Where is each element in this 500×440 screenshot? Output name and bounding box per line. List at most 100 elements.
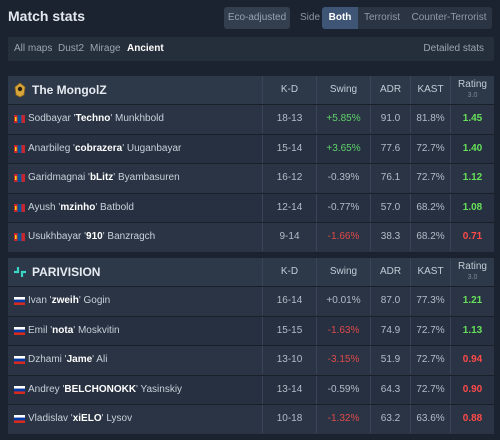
- player-first-name: Usukhbayar ': [28, 231, 87, 243]
- player-first-name: Emil ': [28, 324, 53, 336]
- page-title: Match stats: [8, 8, 86, 24]
- player-last-name: ' Ali: [92, 354, 108, 366]
- rating-value: 0.88: [450, 405, 494, 434]
- rating-value: 0.71: [450, 223, 494, 252]
- team-header: PARIVISION K-D Swing ADR KAST Rating 3.0: [8, 258, 494, 286]
- player-last-name: ' Banzragch: [102, 231, 156, 243]
- adr-value: 51.9: [370, 346, 410, 375]
- adr-value: 38.3: [370, 223, 410, 252]
- player-row[interactable]: Garidmagnai 'bLitz' Byambasuren 16-12 -0.3…: [8, 163, 494, 193]
- team-name[interactable]: The MongolZ: [32, 83, 107, 97]
- player-row[interactable]: Usukhbayar '910' Banzragch 9-14 -1.66% 38.3…: [8, 222, 494, 252]
- player-nickname: 910: [86, 231, 103, 243]
- player-name[interactable]: Anarbileg 'cobrazera' Uuganbayar: [28, 143, 181, 154]
- kd-value: 16-14: [262, 287, 316, 315]
- side-label: Side: [300, 12, 321, 23]
- map-selector: All maps Dust2 Mirage Ancient Detailed s…: [8, 37, 494, 61]
- player-name[interactable]: Garidmagnai 'bLitz' Byambasuren: [28, 172, 180, 183]
- kd-value: 13-10: [262, 346, 316, 375]
- map-tab-all[interactable]: All maps: [14, 43, 53, 54]
- swing-value: -1.63%: [316, 316, 370, 345]
- kd-column-header[interactable]: K-D: [262, 258, 316, 286]
- player-name[interactable]: Vladislav 'xiELO' Lysov: [28, 413, 132, 424]
- swing-column-header[interactable]: Swing: [316, 258, 370, 286]
- team-table-1: The MongolZ K-D Swing ADR KAST Rating 3.0 Sodba…: [8, 76, 494, 252]
- swing-value: -3.15%: [316, 346, 370, 375]
- kd-value: 16-12: [262, 164, 316, 193]
- side-option-both[interactable]: Both: [322, 7, 358, 29]
- rating-value: 1.21: [450, 287, 494, 315]
- kast-column-header[interactable]: KAST: [410, 258, 450, 286]
- map-tab-dust2[interactable]: Dust2: [58, 43, 85, 54]
- kast-value: 72.7%: [410, 316, 450, 345]
- player-row[interactable]: Emil 'nota' Moskvitin 15-15 -1.63% 74.9 72.7…: [8, 315, 494, 346]
- player-nickname: zweih: [51, 295, 79, 306]
- swing-value: -0.39%: [316, 164, 370, 193]
- player-last-name: ' Lysov: [101, 413, 133, 425]
- player-name[interactable]: Usukhbayar '910' Banzragch: [28, 231, 155, 242]
- kast-value: 81.8%: [410, 105, 450, 133]
- player-name[interactable]: Ivan 'zweih' Gogin: [28, 295, 110, 306]
- map-tab-ancient[interactable]: Ancient: [127, 43, 164, 54]
- rating-column-header[interactable]: Rating 3.0: [450, 76, 494, 104]
- player-row[interactable]: Ayush 'mzinho' Batbold 12-14 -0.77% 57.0 68.…: [8, 192, 494, 223]
- kast-value: 63.6%: [410, 405, 450, 434]
- player-first-name: Dzhami ': [28, 354, 67, 366]
- player-row[interactable]: Sodbayar 'Techno' Munkhbold 18-13 +5.85% 91…: [8, 104, 494, 134]
- player-row[interactable]: Dzhami 'Jame' Ali 13-10 -3.15% 51.9 72.7% 0.9…: [8, 345, 494, 375]
- player-name[interactable]: Sodbayar 'Techno' Munkhbold: [28, 113, 164, 124]
- rating-label: Rating: [458, 261, 487, 272]
- player-nickname: cobrazera: [74, 142, 123, 154]
- eco-adjusted-toggle[interactable]: Eco-adjusted: [224, 7, 290, 29]
- player-row[interactable]: Ivan 'zweih' Gogin 16-14 +0.01% 87.0 77.3% 1.…: [8, 286, 494, 316]
- kast-value: 72.7%: [410, 346, 450, 375]
- swing-value: -1.32%: [316, 405, 370, 434]
- rating-value: 1.12: [450, 164, 494, 193]
- swing-value: -0.77%: [316, 193, 370, 222]
- player-row[interactable]: Andrey 'BELCHONOKK' Yasinskiy 13-14 -0.59%…: [8, 374, 494, 405]
- player-nickname: Jame: [66, 354, 93, 366]
- kd-column-header[interactable]: K-D: [262, 76, 316, 104]
- adr-value: 87.0: [370, 287, 410, 315]
- team-table-2: PARIVISION K-D Swing ADR KAST Rating 3.0 Ivan '…: [8, 258, 494, 434]
- adr-column-header[interactable]: ADR: [370, 258, 410, 286]
- rating-version: 3.0: [467, 92, 478, 99]
- kast-value: 68.2%: [410, 193, 450, 222]
- player-nickname: nota: [52, 324, 74, 336]
- player-first-name: Andrey ': [28, 383, 65, 395]
- detailed-stats-link[interactable]: Detailed stats: [423, 43, 484, 54]
- player-row[interactable]: Anarbileg 'cobrazera' Uuganbayar 15-14 +3.…: [8, 133, 494, 164]
- kast-value: 68.2%: [410, 223, 450, 252]
- rating-value: 1.13: [450, 316, 494, 345]
- kd-value: 15-14: [262, 134, 316, 163]
- player-nickname: bLitz: [89, 172, 114, 184]
- team-header: The MongolZ K-D Swing ADR KAST Rating 3.0: [8, 76, 494, 104]
- adr-value: 77.6: [370, 134, 410, 163]
- player-last-name: ' Yasinskiy: [136, 383, 183, 395]
- kd-value: 15-15: [262, 316, 316, 345]
- header: Match stats Eco-adjusted Side Both Terro…: [0, 0, 500, 34]
- rating-label: Rating: [458, 79, 487, 90]
- adr-value: 76.1: [370, 164, 410, 193]
- player-name[interactable]: Emil 'nota' Moskvitin: [28, 325, 120, 336]
- kd-value: 13-14: [262, 375, 316, 404]
- swing-column-header[interactable]: Swing: [316, 76, 370, 104]
- adr-column-header[interactable]: ADR: [370, 76, 410, 104]
- map-tab-mirage[interactable]: Mirage: [90, 43, 121, 54]
- adr-value: 91.0: [370, 105, 410, 133]
- player-nickname: xiELO: [72, 413, 102, 425]
- player-name[interactable]: Dzhami 'Jame' Ali: [28, 354, 107, 365]
- kast-column-header[interactable]: KAST: [410, 76, 450, 104]
- kast-value: 72.7%: [410, 164, 450, 193]
- player-name[interactable]: Ayush 'mzinho' Batbold: [28, 202, 134, 213]
- side-option-counter-terrorist[interactable]: Counter-Terrorist: [406, 7, 492, 29]
- player-last-name: ' Gogin: [78, 295, 111, 306]
- rating-column-header[interactable]: Rating 3.0: [450, 258, 494, 286]
- team-name[interactable]: PARIVISION: [32, 265, 101, 279]
- adr-value: 64.3: [370, 375, 410, 404]
- side-option-terrorist[interactable]: Terrorist: [358, 7, 406, 29]
- player-row[interactable]: Vladislav 'xiELO' Lysov 10-18 -1.32% 63.2 63…: [8, 404, 494, 434]
- player-name[interactable]: Andrey 'BELCHONOKK' Yasinskiy: [28, 384, 182, 395]
- rating-value: 0.94: [450, 346, 494, 375]
- player-last-name: ' Byambasuren: [113, 172, 180, 184]
